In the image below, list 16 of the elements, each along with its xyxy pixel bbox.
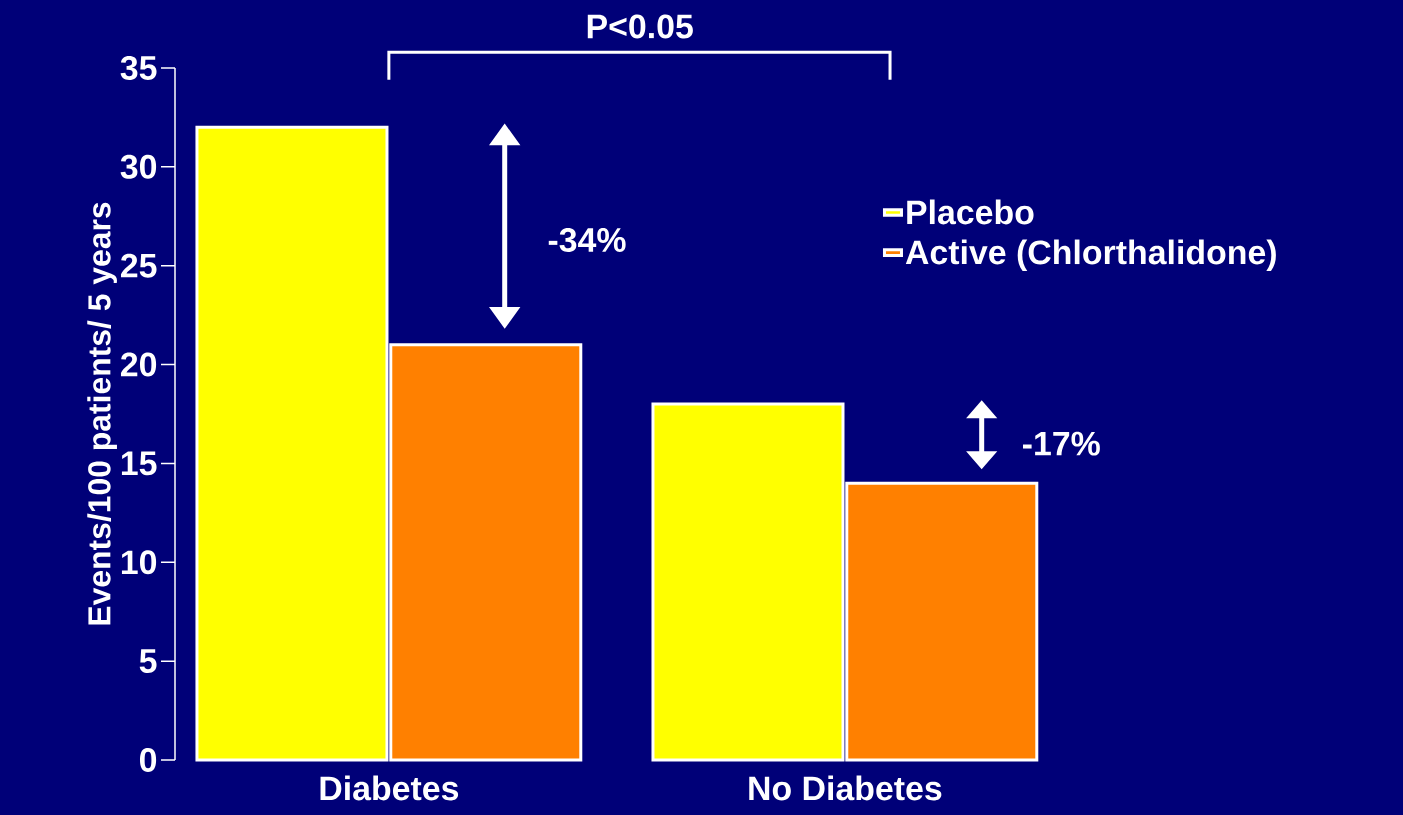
legend-label: Active (Chlorthalidone): [905, 239, 1276, 272]
y-tick-label: 20: [120, 352, 157, 377]
legend-label: Placebo: [907, 199, 1034, 225]
y-tick-label: 5: [139, 649, 157, 673]
y-axis-title: Events/100 patients/ 5 years: [87, 202, 117, 625]
y-tick-label: 10: [121, 550, 157, 575]
y-tick-label: 15: [121, 451, 157, 476]
annotation: -17%: [1023, 431, 1100, 456]
annotation: -34%: [548, 227, 626, 253]
x-tick-label: Diabetes: [320, 775, 459, 801]
y-tick-label: 35: [120, 55, 157, 80]
y-tick-label: 25: [120, 253, 157, 278]
y-tick-label: 30: [120, 154, 157, 179]
text: P<0.05: [587, 14, 693, 39]
y-tick-label: 0: [139, 748, 157, 772]
x-tick-label: No Diabetes: [749, 775, 942, 801]
